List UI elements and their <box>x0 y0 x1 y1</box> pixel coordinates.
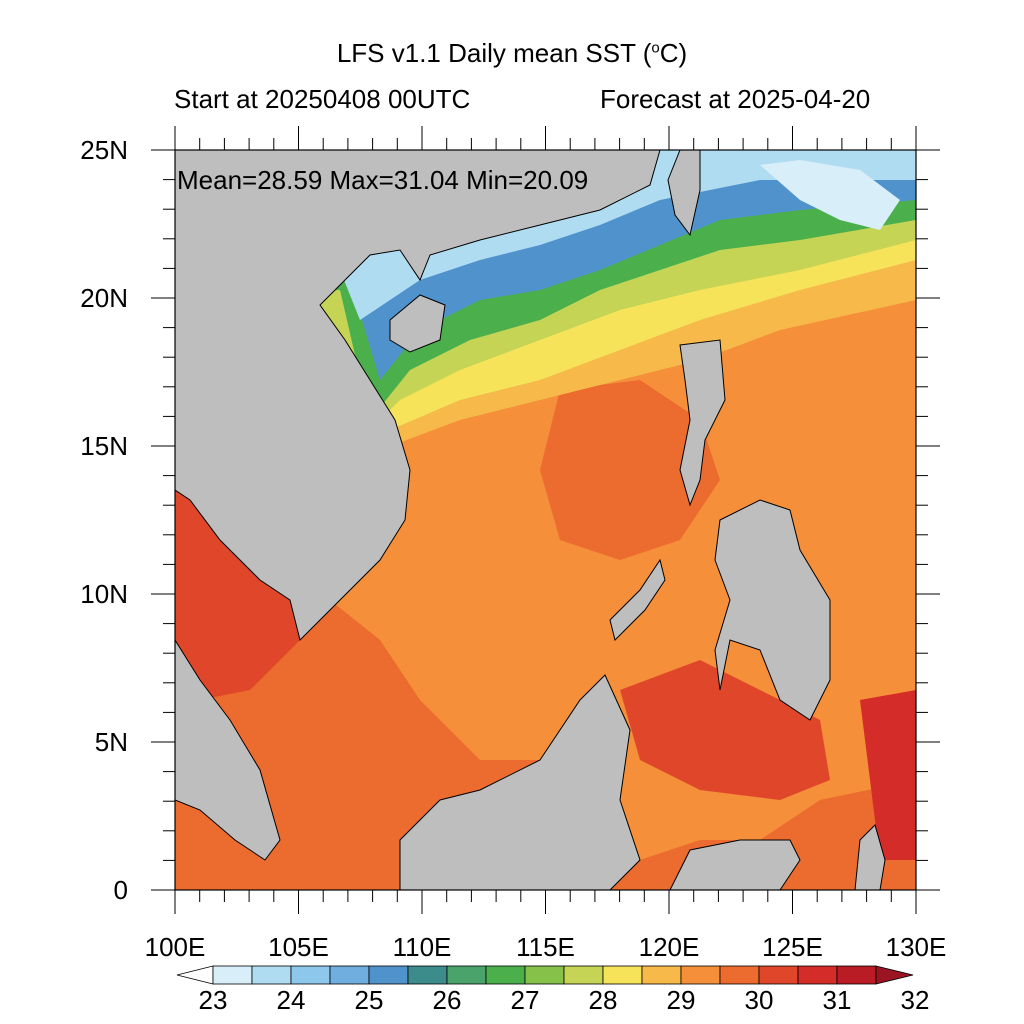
forecast-time-label: Forecast at 2025-04-20 <box>600 84 871 114</box>
lat-label: 15N <box>80 431 128 461</box>
colorbar-tick-label: 27 <box>511 985 540 1015</box>
land-palawan <box>609 558 666 641</box>
colorbar: 23 24 25 26 27 28 29 30 31 32 <box>176 965 930 1015</box>
lon-label: 120E <box>639 932 700 962</box>
land-luzon <box>679 339 726 507</box>
colorbar-swatch <box>602 965 643 985</box>
lon-label: 115E <box>516 932 575 962</box>
sst-band-23-east <box>760 160 900 230</box>
colorbar-tick-label: 30 <box>745 985 774 1015</box>
land <box>175 150 886 890</box>
colorbar-tick-label: 32 <box>901 985 930 1015</box>
colorbar-swatch <box>368 965 409 985</box>
colorbar-tick-label: 23 <box>199 985 228 1015</box>
colorbar-swatch <box>797 965 838 985</box>
colorbar-swatch <box>290 965 331 985</box>
land-halmahera <box>854 824 886 890</box>
land-hainan <box>389 294 446 353</box>
colorbar-swatch <box>485 965 526 985</box>
sst-band-30-south <box>175 500 916 890</box>
colorbar-swatch <box>407 965 448 985</box>
lon-label: 130E <box>886 932 947 962</box>
land-malay-peninsula <box>175 639 281 861</box>
sst-band-31-east <box>860 690 916 860</box>
sst-band-30-central <box>540 380 720 560</box>
lon-label: 110E <box>393 932 452 962</box>
colorbar-tick-label: 25 <box>355 985 384 1015</box>
land-taiwan <box>667 150 701 237</box>
lat-label: 0 <box>114 875 128 905</box>
colorbar-tick-label: 24 <box>277 985 306 1015</box>
colorbar-swatch <box>524 965 565 985</box>
lon-label: 125E <box>762 932 823 962</box>
axes: 25N 20N 15N 10N 5N 0 100E 105E 110E 115E 120E 125E 1… <box>80 126 946 962</box>
land-borneo <box>399 674 641 890</box>
sst-band-31-sulu <box>620 660 830 800</box>
colorbar-swatch <box>446 965 487 985</box>
land-sulawesi <box>669 839 801 890</box>
colorbar-tick-label: 31 <box>823 985 852 1015</box>
colorbar-underflow <box>176 965 214 985</box>
sst-field <box>175 150 916 890</box>
land-asia-mainland <box>175 150 661 641</box>
colorbar-swatch <box>719 965 760 985</box>
lat-label: 25N <box>80 135 128 165</box>
lon-label: 100E <box>145 932 206 962</box>
lat-label: 10N <box>80 579 128 609</box>
colorbar-swatch <box>758 965 799 985</box>
lon-label: 105E <box>268 932 329 962</box>
stats-annotation: Mean=28.59 Max=31.04 Min=20.09 <box>177 165 588 195</box>
colorbar-swatch <box>641 965 682 985</box>
colorbar-tick-label: 26 <box>433 985 462 1015</box>
colorbar-overflow <box>875 965 914 985</box>
colorbar-tick-label: 29 <box>667 985 696 1015</box>
start-time-label: Start at 20250408 00UTC <box>174 84 471 114</box>
colorbar-swatch <box>836 965 877 985</box>
colorbar-swatch <box>251 965 292 985</box>
colorbar-swatch <box>212 965 253 985</box>
colorbar-swatch <box>680 965 721 985</box>
colorbar-tick-label: 28 <box>589 985 618 1015</box>
lat-label: 5N <box>95 727 128 757</box>
lat-label: 20N <box>80 283 128 313</box>
colorbar-swatch <box>563 965 604 985</box>
colorbar-swatch <box>329 965 370 985</box>
land-visayas-mindanao <box>714 499 831 721</box>
map-title: LFS v1.1 Daily mean SST (oC) <box>336 38 688 68</box>
